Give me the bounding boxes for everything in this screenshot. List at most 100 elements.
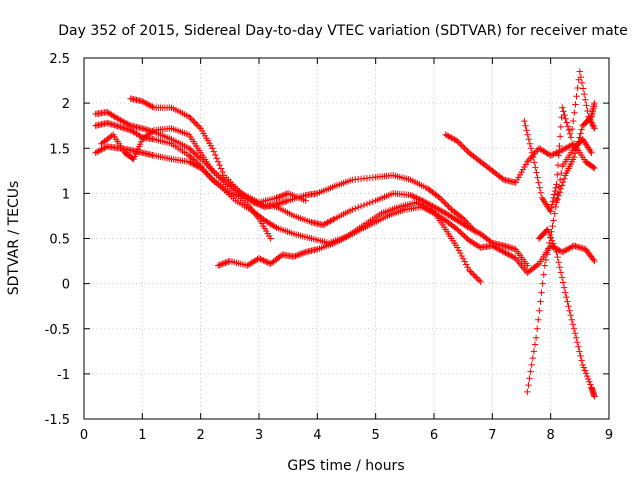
data-point <box>465 266 473 274</box>
series-track-10 <box>535 226 598 400</box>
data-point <box>273 194 280 202</box>
data-point <box>142 99 149 107</box>
data-point <box>274 194 282 201</box>
data-point <box>523 127 530 134</box>
data-point <box>590 256 597 263</box>
series-track-9 <box>524 136 595 396</box>
data-point <box>443 132 451 139</box>
data-point <box>536 307 543 314</box>
data-point <box>572 334 580 341</box>
data-point <box>298 250 305 257</box>
data-point <box>560 175 568 182</box>
data-point <box>533 325 541 332</box>
data-point <box>322 220 330 227</box>
data-point <box>349 206 356 213</box>
data-point <box>525 156 532 164</box>
data-point <box>464 264 471 271</box>
data-point <box>544 226 551 233</box>
data-point <box>194 163 201 170</box>
data-point <box>193 120 200 128</box>
data-point <box>548 151 556 158</box>
data-point <box>502 249 509 257</box>
data-point <box>203 169 210 177</box>
data-point <box>149 128 156 135</box>
data-point <box>556 247 563 254</box>
data-point <box>462 261 470 268</box>
data-point <box>563 119 570 126</box>
data-point <box>551 243 558 250</box>
data-point <box>547 208 554 215</box>
data-point <box>590 123 597 131</box>
data-point <box>467 223 474 230</box>
data-point <box>525 381 532 389</box>
data-point <box>505 251 512 258</box>
data-point <box>223 258 231 266</box>
data-point <box>535 179 542 186</box>
data-point <box>566 307 573 314</box>
data-point <box>542 256 550 264</box>
data-point <box>561 111 568 119</box>
data-point <box>302 197 309 204</box>
data-point <box>411 194 419 201</box>
data-point <box>461 233 468 240</box>
data-point <box>117 116 124 124</box>
data-point <box>583 372 591 380</box>
series-track-3 <box>92 143 484 286</box>
data-point <box>550 150 557 158</box>
data-point <box>550 194 557 202</box>
data-point <box>547 152 554 159</box>
data-point <box>293 252 301 259</box>
data-point <box>574 84 581 92</box>
series-track-5 <box>127 95 309 206</box>
data-point <box>257 202 264 209</box>
data-point <box>570 117 577 125</box>
data-point <box>556 189 563 196</box>
data-point <box>321 220 328 228</box>
data-point <box>465 221 473 229</box>
data-point <box>147 102 155 110</box>
data-point <box>560 108 567 115</box>
data-point <box>257 255 264 263</box>
data-point <box>185 145 193 152</box>
data-point <box>299 249 306 257</box>
data-point <box>524 388 531 396</box>
data-point <box>572 146 580 153</box>
data-point <box>565 126 573 134</box>
data-point <box>549 222 556 230</box>
data-point <box>587 381 594 388</box>
data-point <box>267 235 274 242</box>
x-tick-label: 3 <box>255 428 263 443</box>
data-point <box>575 138 582 145</box>
data-point <box>506 251 514 259</box>
data-point <box>366 199 374 207</box>
data-point <box>537 189 545 197</box>
data-point <box>554 171 561 178</box>
data-point <box>562 145 569 152</box>
data-point <box>461 217 468 224</box>
data-point <box>187 153 194 161</box>
data-point <box>191 150 199 157</box>
data-point <box>571 150 579 157</box>
data-point <box>489 242 496 249</box>
x-tick-label: 8 <box>547 428 555 443</box>
data-point <box>586 378 593 385</box>
data-point <box>549 198 557 205</box>
data-point <box>581 367 589 374</box>
data-point <box>573 93 580 100</box>
data-point <box>530 348 538 355</box>
data-point <box>583 102 590 109</box>
data-point <box>144 101 152 108</box>
data-point <box>552 184 559 191</box>
data-point <box>468 269 476 277</box>
data-point <box>219 168 226 176</box>
data-point <box>427 208 435 215</box>
data-point <box>423 206 430 213</box>
data-point <box>529 354 537 362</box>
data-point <box>528 149 536 156</box>
data-point <box>581 90 588 98</box>
data-point <box>212 151 219 159</box>
data-point <box>451 136 458 143</box>
data-point <box>455 247 462 254</box>
data-point <box>585 375 592 383</box>
data-point <box>277 252 285 260</box>
